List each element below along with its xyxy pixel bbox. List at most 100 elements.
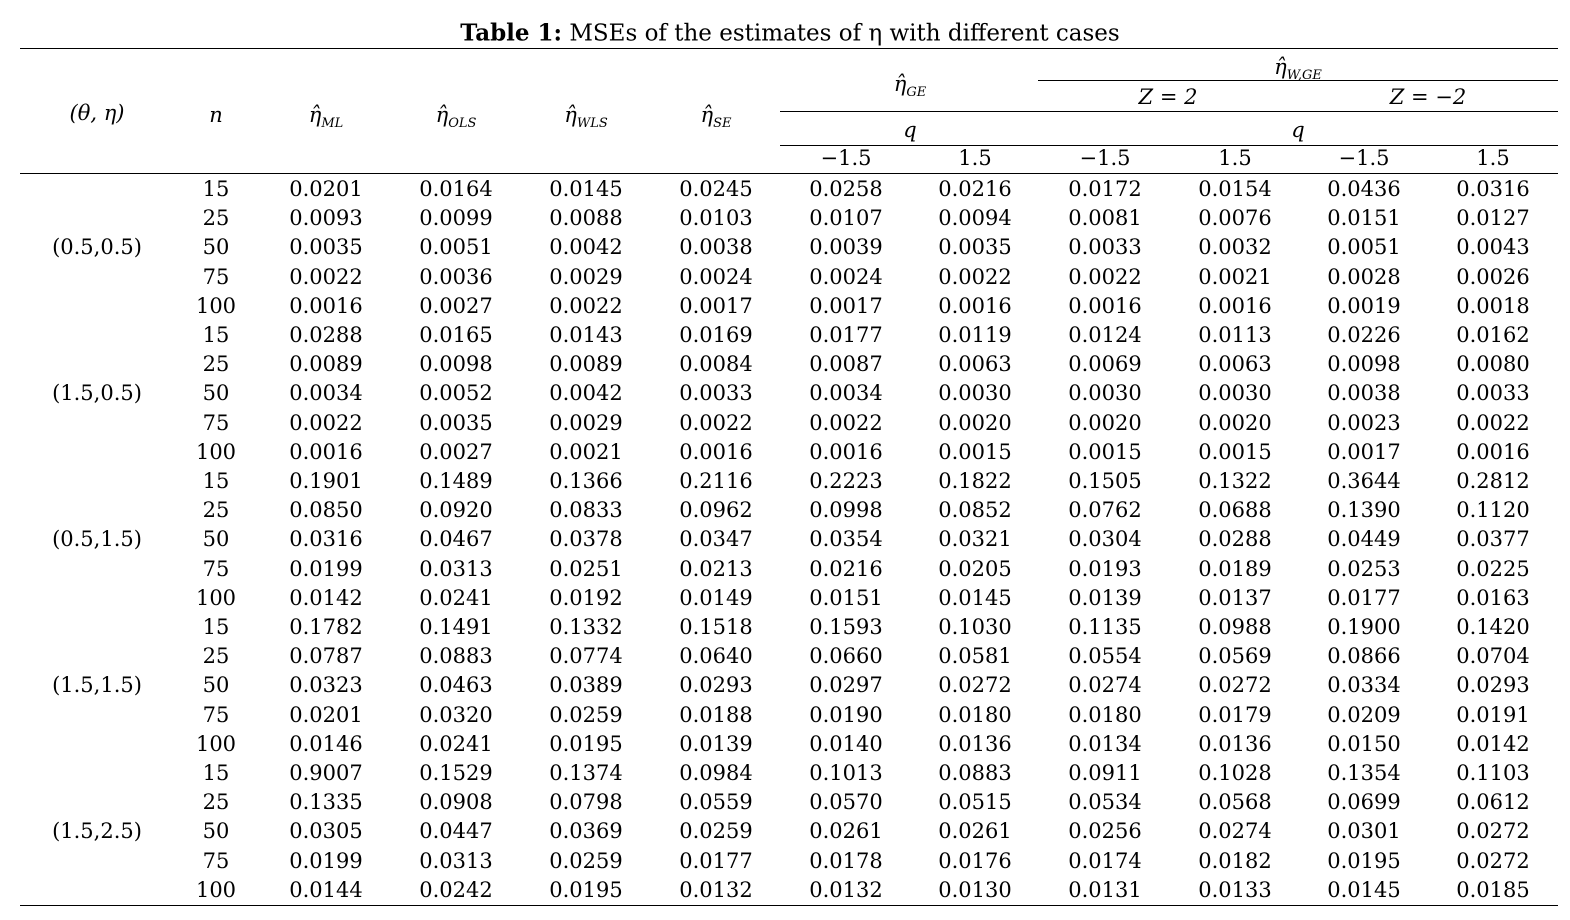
- mse-cell: 0.1013: [809, 761, 883, 785]
- top-rule: [20, 48, 1558, 49]
- n-cell: 100: [195, 877, 237, 902]
- n-cell: 75: [202, 702, 230, 727]
- mse-cell: 0.0043: [1456, 235, 1530, 260]
- mse-cell: 0.0149: [679, 585, 753, 610]
- mse-cell: 0.0038: [679, 235, 753, 260]
- mse-cell: 0.0612: [1456, 790, 1530, 815]
- mse-cell: 0.0205: [938, 556, 1012, 581]
- mse-cell: 0.0139: [1068, 585, 1142, 610]
- n-cell: 50: [202, 527, 230, 552]
- q-rule: [780, 145, 1558, 146]
- eta-hat: η̂: [893, 71, 907, 96]
- mse-cell: 0.0033: [679, 381, 753, 406]
- mse-cell: 0.0833: [549, 498, 623, 523]
- mse-cell: 0.0145: [938, 585, 1012, 610]
- mse-cell: 0.0920: [419, 498, 493, 523]
- n-cell: 25: [202, 644, 230, 669]
- mse-cell: 0.0301: [1327, 819, 1401, 844]
- mse-cell: 0.0274: [1198, 819, 1272, 844]
- mse-cell: 0.0127: [1456, 206, 1530, 231]
- mse-cell: 0.0377: [1456, 527, 1530, 552]
- mse-cell: 0.0883: [419, 644, 493, 669]
- mse-cell: 0.1505: [1068, 469, 1142, 493]
- mse-cell: 0.0850: [289, 498, 363, 523]
- subscript: W,GE: [1286, 68, 1322, 84]
- mse-cell: 0.0022: [938, 264, 1012, 289]
- q-value: −1.5: [820, 146, 872, 170]
- mse-cell: 0.0098: [419, 352, 493, 377]
- mse-cell: 0.0016: [938, 293, 1012, 318]
- mse-cell: 0.0179: [1198, 702, 1272, 727]
- mse-cell: 0.0035: [419, 410, 493, 435]
- mse-cell: 0.0165: [419, 323, 493, 347]
- mse-cell: 0.1518: [679, 615, 753, 639]
- mse-cell: 0.0316: [1456, 177, 1530, 201]
- group-header: η̂W,GE: [1274, 55, 1322, 83]
- mse-cell: 0.0866: [1327, 644, 1401, 669]
- mse-cell: 0.0017: [679, 293, 753, 318]
- mse-cell: 0.0021: [1198, 264, 1272, 289]
- mse-cell: 0.0852: [938, 498, 1012, 523]
- mse-cell: 0.0042: [549, 381, 623, 406]
- mse-cell: 0.0144: [289, 877, 363, 902]
- mse-cell: 0.0640: [679, 644, 753, 669]
- mse-cell: 0.0029: [549, 410, 623, 435]
- mse-cell: 0.0191: [1456, 702, 1530, 727]
- mse-cell: 0.1366: [549, 469, 623, 493]
- n-cell: 15: [202, 323, 230, 347]
- mse-cell: 0.0323: [289, 673, 363, 698]
- mse-cell: 0.0321: [938, 527, 1012, 552]
- mse-cell: 0.0463: [419, 673, 493, 698]
- mse-cell: 0.0099: [419, 206, 493, 231]
- mse-cell: 0.1491: [419, 615, 493, 639]
- mse-cell: 0.0063: [1198, 352, 1272, 377]
- mse-cell: 0.0883: [938, 761, 1012, 785]
- mse-cell: 0.0018: [1456, 293, 1530, 318]
- mse-cell: 0.1374: [549, 761, 623, 785]
- mse-cell: 0.0022: [679, 410, 753, 435]
- mse-cell: 0.0035: [938, 235, 1012, 260]
- eta-hat: η̂: [308, 102, 322, 127]
- subscript: OLS: [448, 116, 477, 132]
- q-value: −1.5: [1338, 146, 1390, 170]
- mse-cell: 0.0036: [419, 264, 493, 289]
- n-cell: 50: [202, 673, 230, 698]
- eta-hat: η̂: [700, 102, 714, 127]
- mse-cell: 0.0021: [549, 439, 623, 464]
- mse-cell: 0.0180: [1068, 702, 1142, 727]
- mse-cell: 0.0089: [289, 352, 363, 377]
- mse-cell: 0.0998: [809, 498, 883, 523]
- wge-rule: [1038, 80, 1558, 81]
- mse-cell: 0.0188: [679, 702, 753, 727]
- eta-hat: η̂: [435, 102, 449, 127]
- mse-cell: 0.0216: [938, 177, 1012, 201]
- mse-cell: 0.0436: [1327, 177, 1401, 201]
- mse-cell: 0.0146: [289, 731, 363, 756]
- q-value: 1.5: [1476, 146, 1510, 170]
- mse-cell: 0.0908: [419, 790, 493, 815]
- column-header: η̂WLS: [564, 103, 608, 131]
- mse-cell: 0.2223: [809, 469, 883, 493]
- mse-cell: 0.0272: [1456, 819, 1530, 844]
- mse-cell: 0.0305: [289, 819, 363, 844]
- mse-cell: 0.0030: [938, 381, 1012, 406]
- n-cell: 50: [202, 819, 230, 844]
- mse-cell: 0.0199: [289, 848, 363, 873]
- mse-cell: 0.0259: [549, 702, 623, 727]
- mse-cell: 0.0151: [809, 585, 883, 610]
- n-cell: 25: [202, 206, 230, 231]
- mse-cell: 0.0272: [1456, 848, 1530, 873]
- mse-cell: 0.0316: [289, 527, 363, 552]
- n-cell: 50: [202, 235, 230, 260]
- mse-cell: 0.0020: [938, 410, 1012, 435]
- title-label: Table 1:: [460, 19, 563, 47]
- mse-cell: 0.0035: [289, 235, 363, 260]
- mse-cell: 0.0261: [809, 819, 883, 844]
- mse-cell: 0.0151: [1327, 206, 1401, 231]
- mse-cell: 0.0032: [1198, 235, 1272, 260]
- mse-cell: 0.0022: [1068, 264, 1142, 289]
- mse-cell: 0.0131: [1068, 877, 1142, 902]
- mse-cell: 0.2812: [1456, 469, 1530, 493]
- mse-cell: 0.0313: [419, 848, 493, 873]
- mse-cell: 0.0119: [938, 323, 1012, 347]
